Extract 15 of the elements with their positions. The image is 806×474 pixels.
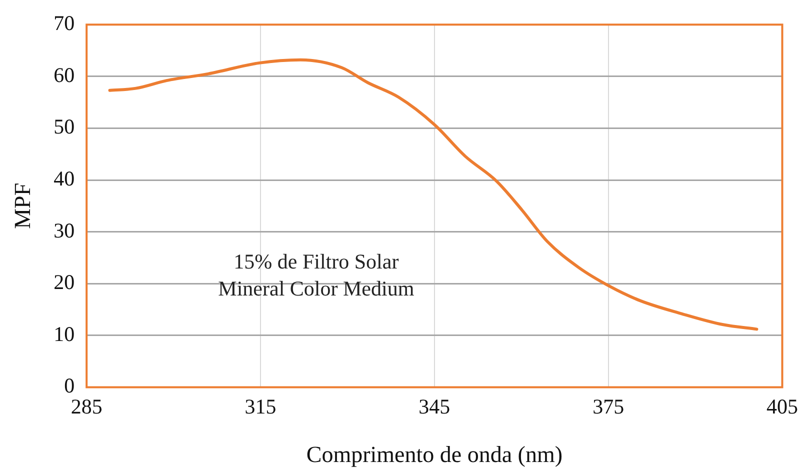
y-tick-label: 50: [54, 114, 75, 139]
y-tick-label: 40: [54, 166, 75, 191]
x-tick-label: 345: [418, 394, 450, 418]
y-tick-label: 20: [54, 270, 75, 294]
line-series: [108, 58, 758, 331]
x-tick-label: 375: [592, 394, 624, 418]
x-tick-label: 405: [766, 394, 798, 418]
y-tick-label: 70: [54, 11, 75, 36]
y-tick-label: 10: [54, 322, 75, 346]
y-axis-title: MPF: [10, 182, 35, 229]
x-axis-title: Comprimento de onda (nm): [306, 442, 563, 468]
y-tick-label: 30: [54, 218, 75, 242]
x-tick-label: 315: [244, 394, 276, 418]
y-tick-label: 60: [54, 62, 75, 87]
annotation: 15% de Filtro Solar Mineral Color Medium: [218, 250, 414, 301]
